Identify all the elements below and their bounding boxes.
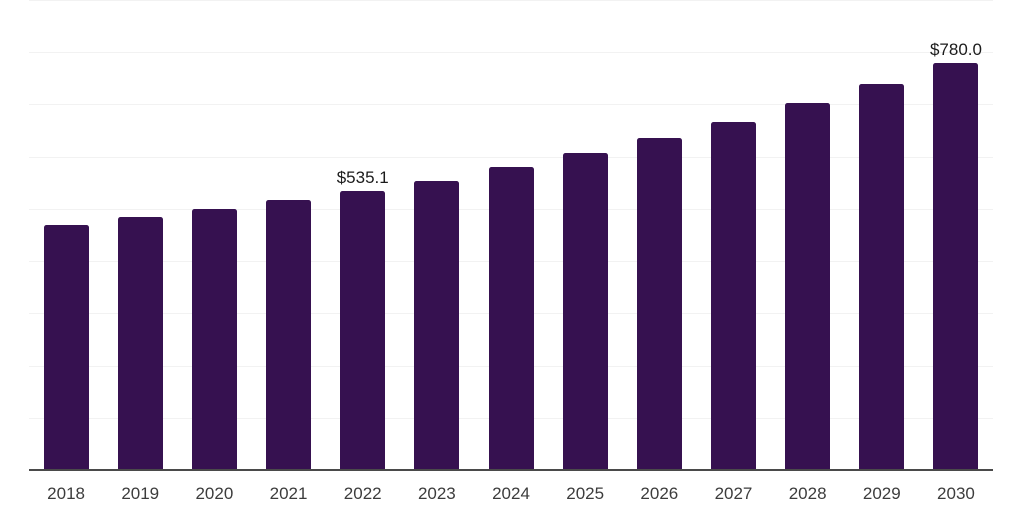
x-axis-tick-label: 2026 [640,484,679,503]
x-axis-tick-label: 2028 [788,484,827,503]
bars-track: $535.1 $780.0 [29,0,993,470]
bar-slot [29,0,103,470]
x-axis-tick-label: 2027 [714,484,753,503]
x-axis-tick-label: 2018 [47,484,85,503]
gridline [29,104,993,106]
bar [710,122,756,470]
x-axis-tick-label: 2020 [195,484,234,503]
bar [117,216,163,470]
bar [488,167,534,470]
bar-slot [548,0,622,470]
bar-slot [103,0,177,470]
bar [562,153,608,470]
bar [933,62,979,470]
x-axis-tick-label: 2029 [862,484,901,503]
x-axis-tick-label: 2021 [269,484,308,503]
bar-slot [622,0,696,470]
bar-slot [474,0,548,470]
bar-slot [251,0,325,470]
bar [414,180,460,470]
plot-area: $535.1 $780.0 [29,0,993,471]
bar [636,138,682,470]
gridline [29,156,993,158]
bar-slot [771,0,845,470]
x-axis-line [29,469,993,471]
gridline [29,52,993,54]
bar-value-label: $780.0 [929,39,982,59]
bar [340,190,386,470]
bar-slot [177,0,251,470]
x-axis-tick-label: 2022 [343,484,382,503]
bar-value-label: $535.1 [336,167,389,187]
bar [785,103,831,470]
x-axis-labels: 2018 2019 2020 2021 2022 2023 2024 2025 2026 2027… [29,470,993,503]
gridline [29,0,993,1]
bar-slot [696,0,770,470]
x-axis-tick-label: 2023 [417,484,456,503]
bar [266,200,312,470]
bar-slot [845,0,919,470]
bar-slot: $780.0 [919,0,993,470]
x-axis-tick-label: 2030 [937,484,975,503]
bar [191,208,237,470]
bar-slot [400,0,474,470]
x-axis-tick-label: 2024 [492,484,530,503]
x-axis-tick-label: 2019 [121,484,160,503]
bar [859,83,905,470]
x-axis-tick-label: 2025 [566,484,605,503]
bar-slot: $535.1 [326,0,400,470]
bar [43,224,89,470]
